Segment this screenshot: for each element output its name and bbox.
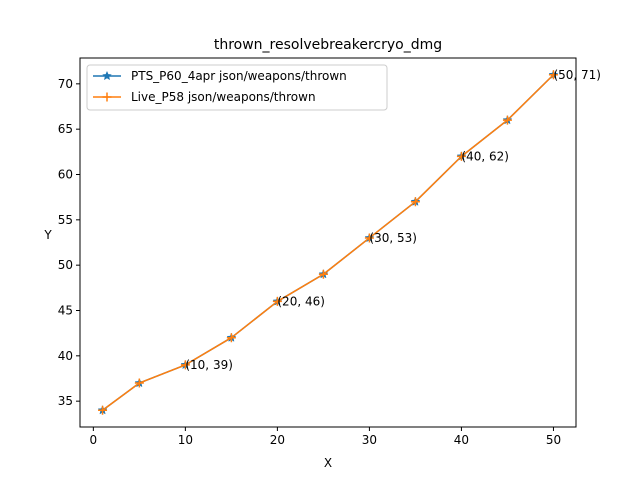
y-tick-label: 45 — [58, 303, 73, 317]
legend-label: Live_P58 json/weapons/thrown — [131, 90, 316, 104]
chart-title: thrown_resolvebreakercryo_dmg — [214, 37, 442, 53]
legend-marker — [102, 92, 112, 102]
legend-label: PTS_P60_4apr json/weapons/thrown — [131, 69, 347, 83]
x-tick-label: 40 — [454, 433, 469, 447]
x-tick-label: 0 — [90, 433, 98, 447]
plot-frame — [79, 57, 577, 428]
data-point — [134, 378, 144, 388]
data-point — [272, 296, 282, 306]
y-axis: 35 40 45 50 55 60 65 70 — [58, 77, 80, 408]
data-point — [502, 115, 512, 125]
legend-box — [86, 64, 388, 111]
y-tick-label: 70 — [58, 77, 73, 91]
annotations: (10, 39) (20, 46) (30, 53) (40, 62) (50, 71) — [185, 68, 601, 372]
x-axis: 0 10 20 30 40 50 — [90, 427, 561, 447]
data-point — [456, 151, 466, 161]
data-label: (10, 39) — [185, 358, 233, 372]
y-tick-label: 65 — [58, 122, 73, 136]
y-tick-label: 50 — [58, 258, 73, 272]
legend-item: Live_P58 json/weapons/thrown — [93, 90, 316, 104]
x-tick-label: 50 — [546, 433, 561, 447]
data-point — [364, 233, 374, 243]
data-point — [226, 333, 236, 343]
series-line — [102, 74, 554, 411]
y-tick-label: 35 — [58, 394, 73, 408]
data-label: (50, 71) — [553, 68, 601, 82]
plot-area — [97, 69, 559, 415]
data-point — [318, 269, 328, 279]
data-label: (40, 62) — [461, 149, 509, 163]
data-point — [180, 360, 190, 370]
series-1 — [97, 69, 559, 415]
y-tick-label: 40 — [58, 349, 73, 363]
x-tick-label: 10 — [178, 433, 193, 447]
legend-item: PTS_P60_4apr json/weapons/thrown — [93, 69, 347, 83]
x-tick-label: 30 — [362, 433, 377, 447]
data-point — [98, 405, 108, 415]
y-axis-label: Y — [43, 228, 52, 242]
x-tick-label: 20 — [270, 433, 285, 447]
legend: PTS_P60_4apr json/weapons/thrown Live_P58… — [86, 64, 388, 111]
x-axis-label: X — [324, 456, 332, 470]
y-tick-label: 60 — [58, 168, 73, 182]
series-2 — [98, 70, 558, 415]
legend-marker — [102, 70, 112, 81]
data-point — [410, 197, 420, 207]
series-line — [102, 74, 554, 411]
data-label: (30, 53) — [369, 231, 417, 245]
data-point — [548, 70, 558, 80]
data-label: (20, 46) — [277, 294, 325, 308]
y-tick-label: 55 — [58, 213, 73, 227]
